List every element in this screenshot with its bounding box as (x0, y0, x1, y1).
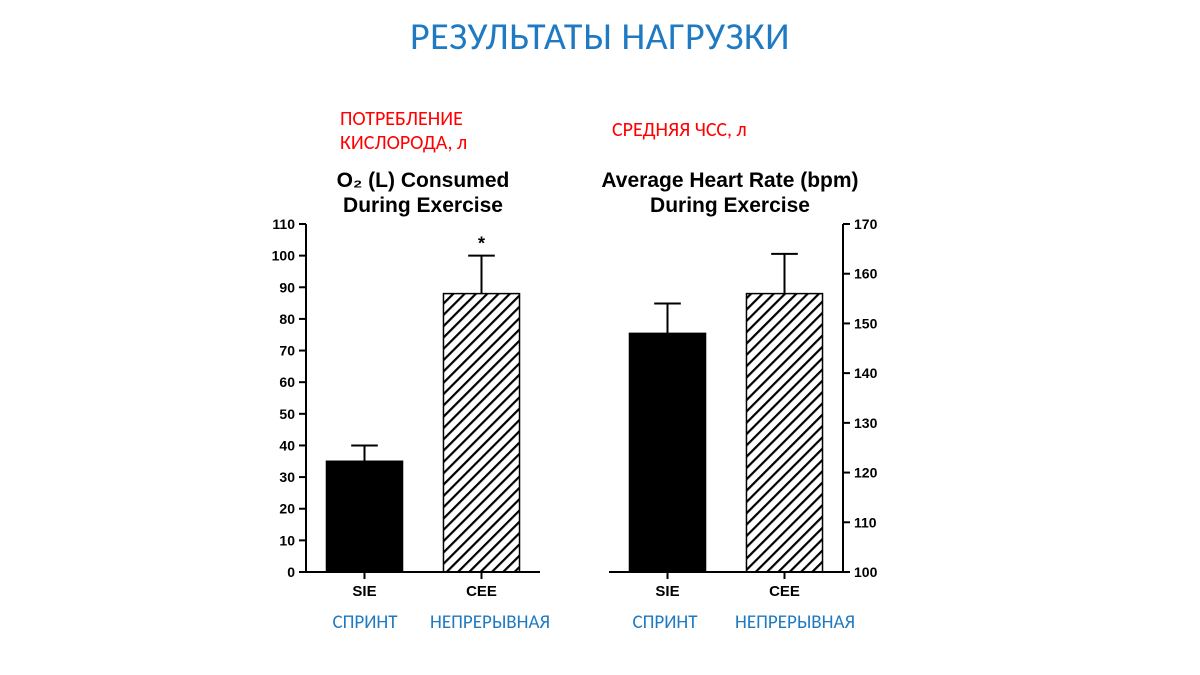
bar-cee (746, 294, 822, 572)
eng-right-line2: During Exercise (650, 194, 810, 217)
category-label-sie: SIE (655, 583, 679, 600)
red-label-left: ПОТРЕБЛЕНИЕ КИСЛОРОДА, л (340, 107, 467, 155)
y-tick-label: 40 (279, 437, 295, 453)
slide: РЕЗУЛЬТАТЫ НАГРУЗКИ ПОТРЕБЛЕНИЕ КИСЛОРОД… (0, 0, 1200, 675)
chart-left: SIE CEE * 0 10 20 30 40 50 60 70 80 90 100 110 (256, 218, 550, 612)
y-tick-label: 100 (854, 564, 878, 580)
y-tick-label: 160 (854, 266, 878, 282)
xlabel-right-cee: НЕПРЕРЫВНАЯ (720, 611, 870, 634)
xlabel-right-sie: СПРИНТ (600, 611, 730, 634)
page-title: РЕЗУЛЬТАТЫ НАГРУЗКИ (0, 14, 1200, 60)
y-tick-label: 10 (279, 532, 295, 548)
bar-sie (629, 333, 705, 572)
category-label-cee: CEE (466, 583, 497, 600)
y-tick-label: 90 (279, 279, 295, 295)
bar-cee (443, 294, 519, 572)
y-tick-label: 20 (279, 501, 295, 517)
eng-left-line2: During Exercise (343, 194, 503, 217)
xlabel-left-sie: СПРИНТ (300, 611, 430, 634)
y-tick-label: 120 (854, 465, 878, 481)
y-tick-label: 130 (854, 415, 878, 431)
y-tick-label: 0 (287, 564, 295, 580)
eng-left-line1: O₂ (L) Consumed (337, 169, 510, 192)
y-tick-label: 100 (272, 248, 296, 264)
chart-right: SIE CEE 100 110 120 130 140 150 160 170 (599, 218, 893, 612)
bar-sie (326, 461, 402, 572)
y-tick-label: 30 (279, 469, 295, 485)
y-tick-label: 170 (854, 218, 878, 232)
red-label-right: СРЕДНЯЯ ЧСС, л (612, 118, 747, 142)
y-tick-label: 110 (854, 514, 877, 530)
eng-right-line1: Average Heart Rate (bpm) (601, 169, 858, 192)
eng-title-left: O₂ (L) Consumed During Exercise (286, 168, 560, 218)
category-label-sie: SIE (352, 583, 376, 600)
y-tick-label: 150 (854, 315, 878, 331)
annotation-star: * (478, 234, 485, 254)
category-label-cee: CEE (769, 583, 800, 600)
xlabel-left-cee: НЕПРЕРЫВНАЯ (415, 611, 565, 634)
y-tick-label: 50 (279, 406, 295, 422)
y-tick-label: 110 (272, 218, 295, 232)
eng-title-right: Average Heart Rate (bpm) During Exercise (580, 168, 880, 218)
y-tick-label: 60 (279, 374, 295, 390)
y-tick-label: 70 (279, 343, 295, 359)
y-tick-label: 140 (854, 365, 878, 381)
y-tick-label: 80 (279, 311, 295, 327)
